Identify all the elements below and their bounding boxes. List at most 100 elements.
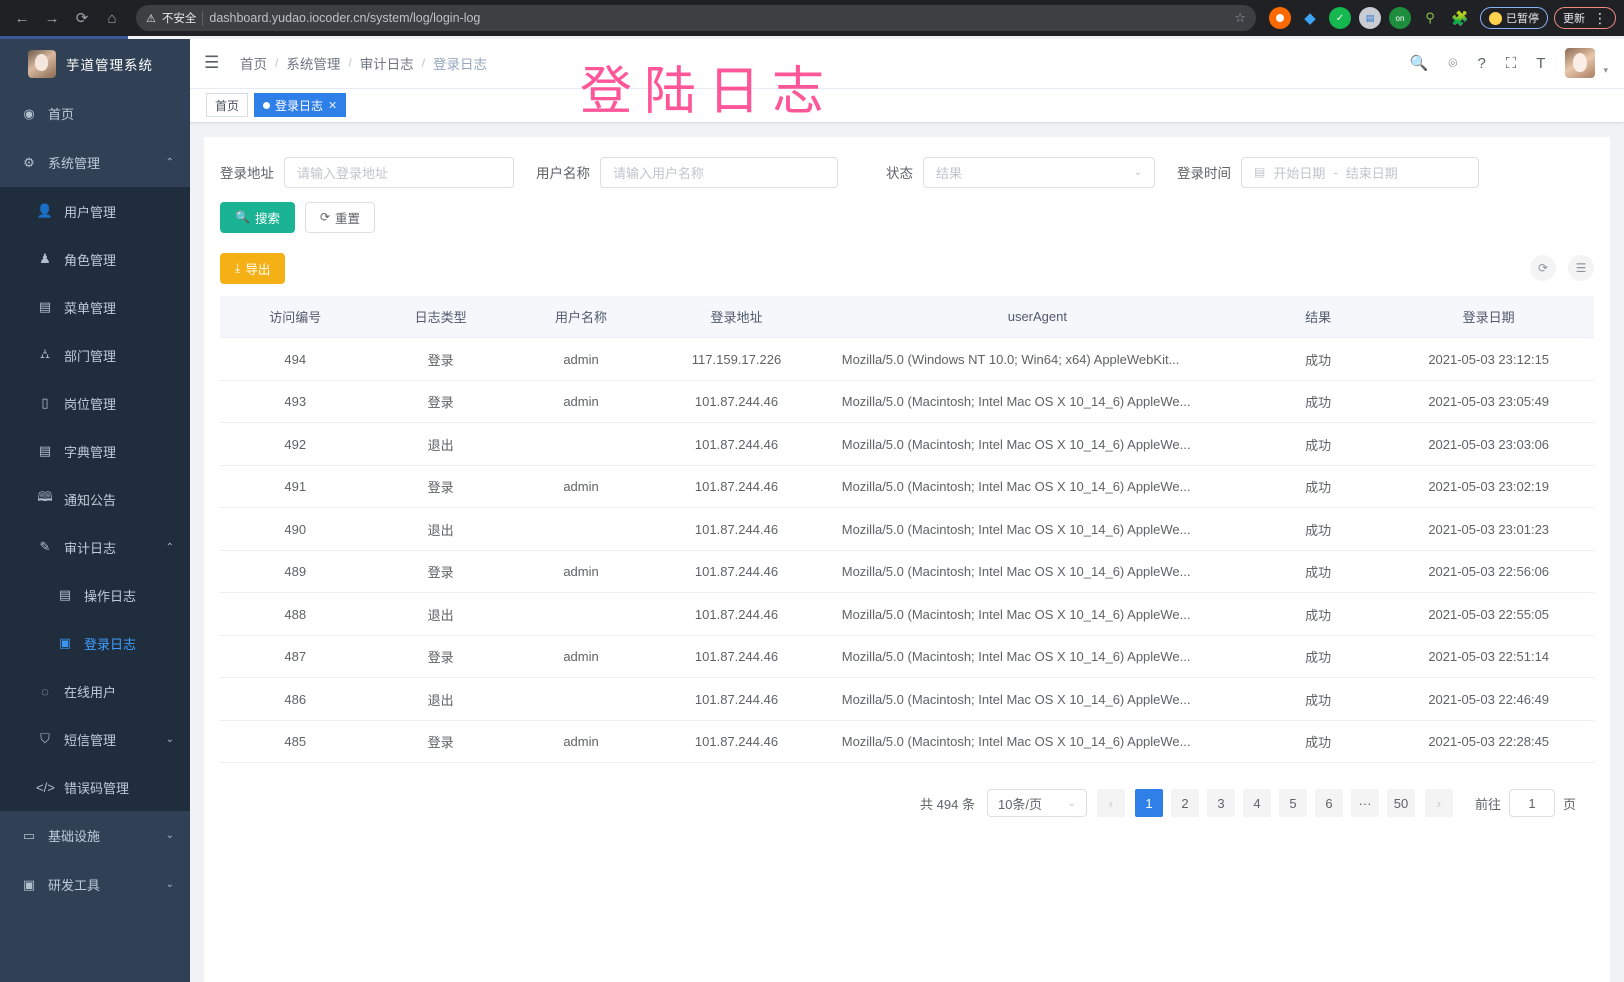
forward-arrow-icon[interactable]: →: [44, 9, 60, 27]
dashboard-icon: ◉: [23, 105, 35, 121]
breadcrumb-separator: /: [275, 56, 279, 71]
column-header-access-id[interactable]: 访问编号: [220, 295, 371, 339]
sidebar-item-0[interactable]: ◉ 首页: [0, 89, 190, 138]
close-icon[interactable]: ✕: [328, 99, 338, 112]
column-header-username[interactable]: 用户名称: [510, 295, 652, 339]
sidebar-item-1[interactable]: ⚙ 系统管理 ⌃: [0, 138, 190, 187]
table-row[interactable]: 494 登录 admin 117.159.17.226 Mozilla/5.0 (Win…: [220, 337, 1594, 381]
sidebar-item-9[interactable]: ✎ 审计日志 ⌃: [0, 523, 190, 571]
pagination-page-3[interactable]: 3: [1206, 789, 1235, 818]
reload-icon[interactable]: ⟳: [75, 10, 89, 27]
search-icon[interactable]: 🔍: [1409, 55, 1429, 73]
sidebar-item-13[interactable]: ⛉ 短信管理 ⌄: [0, 715, 190, 763]
pagination-prev-button[interactable]: ‹: [1096, 789, 1125, 818]
search-input-login-address[interactable]: 请输入登录地址: [284, 156, 514, 188]
font-size-icon[interactable]: T: [1536, 54, 1546, 72]
cell-login-address: 101.87.244.46: [651, 592, 822, 636]
column-header-result[interactable]: 结果: [1252, 295, 1384, 339]
on-badge-icon[interactable]: on: [1389, 7, 1411, 29]
github-icon[interactable]: ⌾: [1448, 54, 1458, 72]
columns-circle-icon[interactable]: ☰: [1568, 255, 1594, 282]
pagination-page-1[interactable]: 1: [1134, 789, 1163, 818]
star-icon[interactable]: ☆: [1234, 10, 1246, 25]
breadcrumb-item-1[interactable]: 系统管理: [286, 57, 341, 73]
table-row[interactable]: 489 登录 admin 101.87.244.46 Mozilla/5.0 (Maci…: [220, 550, 1594, 594]
page-size-label: 10条/页: [997, 796, 1043, 812]
sidebar-item-16[interactable]: ▣ 研发工具 ⌄: [0, 860, 190, 909]
puzzle-icon[interactable]: 🧩: [1451, 9, 1469, 26]
cell-login-date: 2021-05-03 23:02:19: [1383, 465, 1594, 509]
jump-page-input[interactable]: 1: [1508, 789, 1555, 818]
kebab-menu-icon[interactable]: ⋮: [1593, 9, 1607, 26]
tag-item-0[interactable]: 首页: [206, 93, 249, 118]
tag-label: 登录日志: [275, 98, 324, 113]
tag-item-1[interactable]: 登录日志 ✕: [254, 93, 347, 118]
orange-ring-icon[interactable]: [1269, 7, 1291, 29]
table-row[interactable]: 485 登录 admin 101.87.244.46 Mozilla/5.0 (Maci…: [220, 720, 1594, 764]
reset-button[interactable]: ⟳ 重置: [304, 201, 376, 233]
breadcrumb-item-0[interactable]: 首页: [240, 57, 267, 73]
search-button-label: 搜索: [254, 211, 280, 226]
status-select[interactable]: 结果 ⌄: [923, 156, 1155, 188]
address-bar[interactable]: ⚠ 不安全 dashboard.yudao.iocoder.cn/system/…: [136, 5, 1256, 31]
sidebar-item-5[interactable]: ⛼ 部门管理: [0, 331, 190, 379]
sidebar-item-6[interactable]: ▯ 岗位管理: [0, 379, 190, 427]
pagination-next-button[interactable]: ›: [1424, 789, 1453, 818]
pagination-page-4[interactable]: 4: [1242, 789, 1271, 818]
brand[interactable]: 芋道管理系统: [0, 39, 190, 89]
placeholder-login-address: 请输入登录地址: [297, 165, 389, 181]
home-icon[interactable]: ⌂: [107, 9, 117, 27]
brand-title: 芋道管理系统: [66, 58, 153, 73]
table-row[interactable]: 487 登录 admin 101.87.244.46 Mozilla/5.0 (Maci…: [220, 635, 1594, 679]
label-username: 用户名称: [536, 166, 590, 182]
table-row[interactable]: 486 退出 101.87.244.46 Mozilla/5.0 (Macintosh…: [220, 677, 1594, 721]
sidebar-item-8[interactable]: 🕮 通知公告: [0, 475, 190, 523]
user-avatar-icon[interactable]: [1565, 48, 1596, 79]
chevron-down-icon[interactable]: ▾: [1603, 64, 1608, 75]
pagination-page-2[interactable]: 2: [1170, 789, 1199, 818]
export-button[interactable]: ⤓ 导出: [220, 252, 286, 284]
sidebar-item-14[interactable]: </> 错误码管理: [0, 763, 190, 811]
pagination-page-5[interactable]: 5: [1278, 789, 1307, 818]
page-size-select[interactable]: 10条/页 ⌄: [986, 789, 1087, 818]
table-row[interactable]: 488 退出 101.87.244.46 Mozilla/5.0 (Macintosh…: [220, 592, 1594, 636]
sidebar-item-11[interactable]: ▣ 登录日志: [0, 619, 190, 667]
date-range-picker[interactable]: ▤ 开始日期 - 结束日期: [1241, 156, 1479, 188]
sidebar-item-7[interactable]: ▤ 字典管理: [0, 427, 190, 475]
sidebar-item-12[interactable]: ◌ 在线用户: [0, 667, 190, 715]
table-row[interactable]: 493 登录 admin 101.87.244.46 Mozilla/5.0 (Maci…: [220, 380, 1594, 424]
column-header-log-type[interactable]: 日志类型: [370, 295, 511, 339]
refresh-circle-icon[interactable]: ⟳: [1530, 255, 1556, 282]
column-header-login-date[interactable]: 登录日期: [1383, 295, 1594, 339]
table-row[interactable]: 490 退出 101.87.244.46 Mozilla/5.0 (Macintosh…: [220, 507, 1594, 551]
table-row[interactable]: 492 退出 101.87.244.46 Mozilla/5.0 (Macintosh…: [220, 422, 1594, 466]
placeholder-username: 请输入用户名称: [613, 165, 705, 181]
breadcrumb-item-2[interactable]: 审计日志: [359, 57, 414, 73]
blue-diamond-icon[interactable]: ◆: [1304, 10, 1316, 27]
sidebar-item-3[interactable]: ♟ 角色管理: [0, 235, 190, 283]
back-arrow-icon[interactable]: ←: [14, 9, 30, 27]
hamburger-icon[interactable]: ☰: [204, 53, 220, 73]
green-check-icon[interactable]: ✓: [1329, 7, 1351, 29]
paused-pill[interactable]: 已暂停: [1480, 7, 1548, 29]
pagination-ellipsis[interactable]: ···: [1350, 789, 1379, 818]
search-button[interactable]: 🔍 搜索: [220, 201, 295, 233]
sidebar-item-4[interactable]: ▤ 菜单管理: [0, 283, 190, 331]
update-pill[interactable]: 更新 ⋮: [1554, 7, 1616, 29]
pagination-page-6[interactable]: 6: [1314, 789, 1343, 818]
column-header-login-address[interactable]: 登录地址: [651, 295, 822, 339]
pagination-page-50[interactable]: 50: [1386, 789, 1415, 818]
blue-note-icon[interactable]: ▤: [1359, 7, 1381, 29]
placeholder-status: 结果: [936, 165, 963, 181]
sidebar-item-10[interactable]: ▤ 操作日志: [0, 571, 190, 619]
cell-login-address: 101.87.244.46: [651, 677, 822, 721]
sidebar-item-2[interactable]: 👤 用户管理: [0, 187, 190, 235]
fullscreen-icon[interactable]: ⛶: [1505, 54, 1517, 72]
column-header-user-agent[interactable]: userAgent: [821, 295, 1253, 339]
sidebar-item-15[interactable]: ▭ 基础设施 ⌄: [0, 811, 190, 860]
search-input-username[interactable]: 请输入用户名称: [600, 156, 838, 188]
bookmark-pin-icon[interactable]: ⚲: [1425, 10, 1435, 25]
table-row[interactable]: 491 登录 admin 101.87.244.46 Mozilla/5.0 (Maci…: [220, 465, 1594, 509]
cell-log-type: 登录: [370, 337, 511, 381]
help-icon[interactable]: ?: [1477, 54, 1486, 72]
